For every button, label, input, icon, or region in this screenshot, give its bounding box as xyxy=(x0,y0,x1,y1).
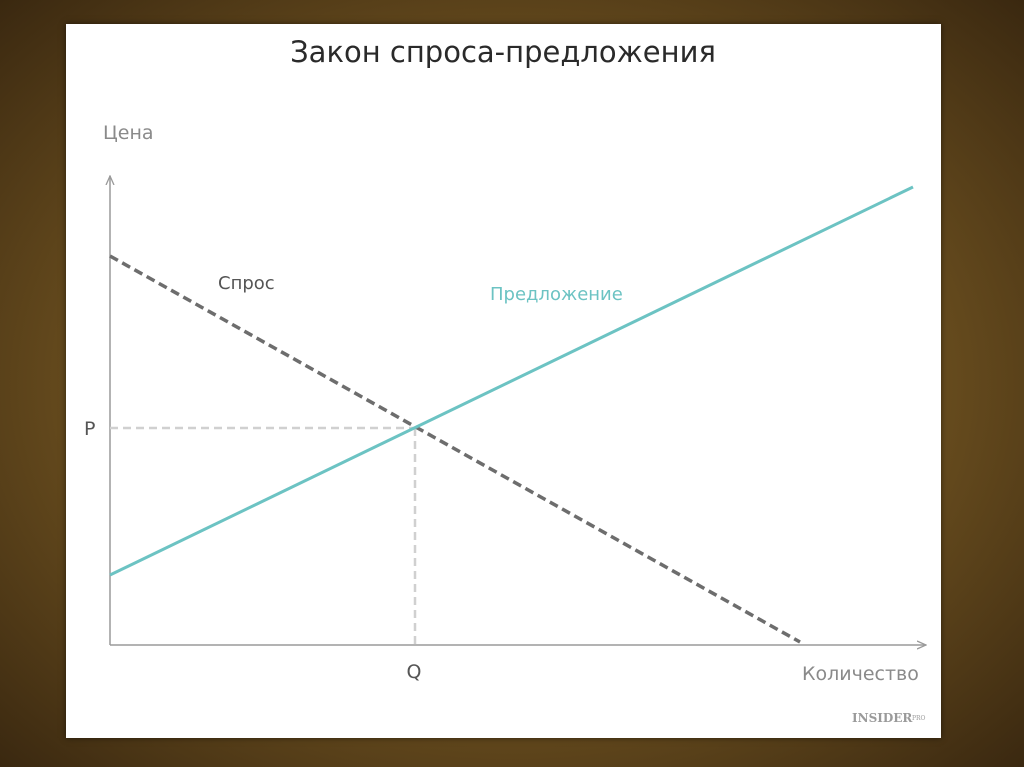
supply-line xyxy=(109,185,914,577)
quantity-marker: Q xyxy=(407,661,422,683)
demand-label: Спрос xyxy=(218,273,275,294)
price-marker: P xyxy=(84,418,95,440)
x-axis-label: Количество xyxy=(802,663,919,685)
demand-line xyxy=(109,254,801,644)
y-axis-label: Цена xyxy=(103,122,154,144)
slide-panel xyxy=(66,24,941,738)
svg-text:INSIDER: INSIDER xyxy=(852,711,913,725)
svg-text:PRO: PRO xyxy=(912,715,926,722)
slide-title: Закон спроса-предложения xyxy=(290,35,716,69)
supply-label: Предложение xyxy=(490,284,623,305)
insider-pro-logo: INSIDER PRO xyxy=(852,711,926,725)
